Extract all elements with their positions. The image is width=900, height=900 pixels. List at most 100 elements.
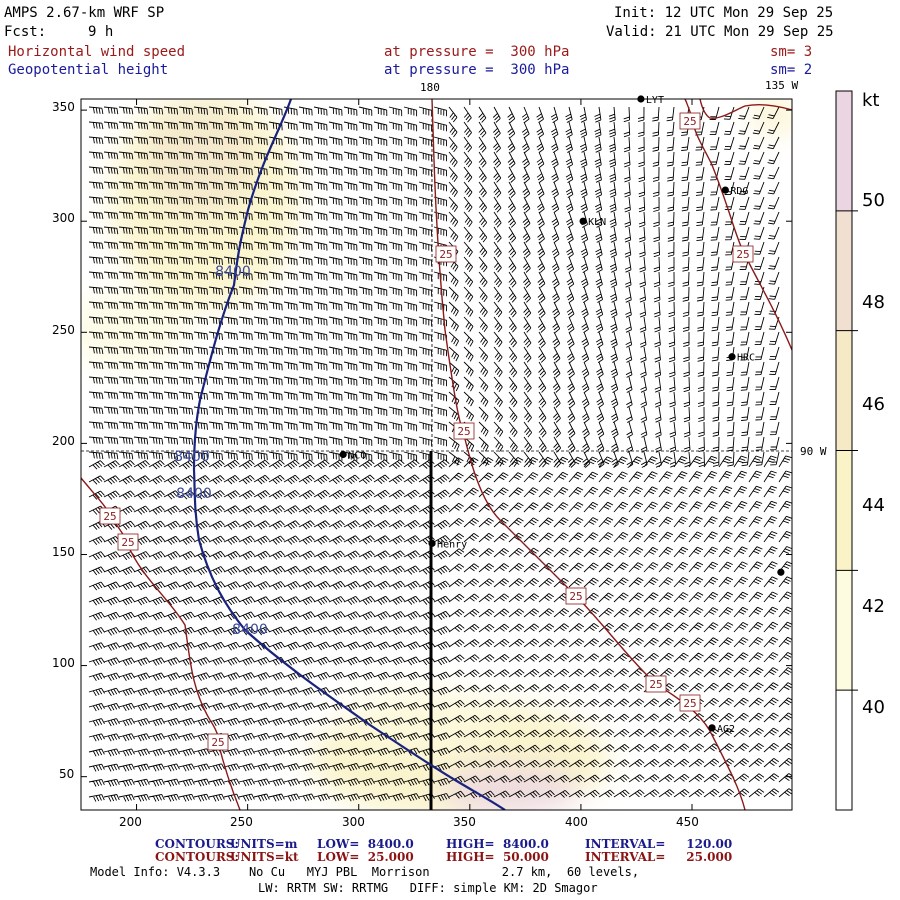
height-contour-label: 8400 — [232, 622, 268, 638]
colorbar-tick-40: 40 — [862, 697, 885, 718]
wind-contour-label-box — [679, 694, 701, 712]
forecast-value: 9 h — [88, 24, 114, 40]
y-tick-250: 250 — [52, 323, 75, 337]
contours2-interval: INTERVAL= 25.000 — [585, 850, 733, 864]
contours2-high: HIGH= 50.000 — [446, 850, 549, 864]
height-contour-8400 — [192, 99, 506, 810]
contours1-low: LOW= 8400.0 — [317, 837, 414, 851]
station-label: AG2 — [717, 724, 735, 735]
wind-contour-label-box — [679, 112, 701, 130]
wind-contour-label-box — [99, 507, 121, 525]
colorbar-segment — [836, 570, 852, 691]
x-tick-400: 400 — [565, 815, 588, 829]
wind-contour-label-box — [117, 533, 139, 551]
station-label: RDG — [730, 186, 748, 197]
x-tick-300: 300 — [342, 815, 365, 829]
field1-name: Horizontal wind speed — [8, 44, 186, 60]
station-label: Henry — [437, 539, 467, 550]
wind-contour-label: 25 — [457, 425, 470, 438]
colorbar — [835, 90, 858, 811]
colorbar-segment — [836, 690, 852, 810]
field1-smoothing: sm= 3 — [770, 44, 813, 60]
station-markers: LYT RDG KLN HRC NCO Henry AG2 — [339, 95, 785, 735]
station-dot — [777, 568, 785, 576]
wind-contour-label: 25 — [649, 678, 662, 691]
y-tick-300: 300 — [52, 211, 75, 225]
contours2-low: LOW= 25.000 — [317, 850, 414, 864]
wind-contour-label-box — [565, 587, 587, 605]
contours2-label: CONTOURS: — [155, 850, 239, 864]
contours1-units: UNITS=m — [230, 837, 298, 851]
y-tick-50: 50 — [59, 767, 75, 781]
init-time: Init: 12 UTC Mon 29 Sep 25 — [614, 5, 834, 21]
colorbar-segment — [836, 450, 852, 571]
height-contour-label: 8400 — [215, 264, 251, 280]
wind-contour-main — [431, 99, 746, 810]
wind-barbs — [88, 106, 792, 802]
colorbar-segment — [836, 91, 852, 211]
colorbar-units: kt — [862, 90, 880, 111]
y-tick-200: 200 — [52, 434, 75, 448]
station-dot — [637, 95, 645, 103]
wind-speed-shading — [81, 99, 792, 810]
station-dot — [428, 539, 436, 547]
colorbar-tick-46: 46 — [862, 394, 885, 415]
colorbar-tick-42: 42 — [862, 596, 885, 617]
wind-contour-label: 25 — [569, 590, 582, 603]
station-label: NCO — [348, 451, 366, 462]
station-dot — [708, 724, 716, 732]
plot-frame — [80, 98, 793, 811]
contours2-units: UNITS=kt — [230, 850, 299, 864]
colorbar-segment — [836, 210, 852, 331]
contour-labels: 8400 8400 8400 8400 25 25 25 25 25 25 25 25 25 25 — [99, 112, 754, 751]
wind-contour-label-box — [435, 245, 457, 263]
contours1-interval: INTERVAL= 120.00 — [585, 837, 733, 851]
station-label: LYT — [646, 95, 664, 106]
field1-level: at pressure = 300 hPa — [384, 44, 570, 60]
colorbar-segment — [836, 330, 852, 451]
wind-contour-label: 25 — [683, 115, 696, 128]
wind-contour-label-box — [732, 245, 754, 263]
model-physics: LW: RRTM SW: RRTMG DIFF: simple KM: 2D S… — [258, 881, 598, 895]
field2-level: at pressure = 300 hPa — [384, 62, 570, 78]
wind-barb-field — [88, 106, 792, 802]
height-contour-label: 8400 — [174, 449, 210, 465]
colorbar-tick-48: 48 — [862, 292, 885, 313]
contours1-high: HIGH= 8400.0 — [446, 837, 549, 851]
field2-name: Geopotential height — [8, 62, 169, 78]
field2-smoothing: sm= 2 — [770, 62, 813, 78]
axis-ticks — [81, 99, 792, 810]
wind-contour-label: 25 — [736, 248, 749, 261]
x-tick-350: 350 — [453, 815, 476, 829]
wind-contour-label: 25 — [683, 697, 696, 710]
forecast-label: Fcst: — [4, 24, 47, 40]
colorbar-tick-44: 44 — [862, 495, 885, 516]
wind-contour-label-box — [453, 422, 475, 440]
wind-contour-label: 25 — [439, 248, 452, 261]
model-title: AMPS 2.67-km WRF SP — [4, 5, 165, 21]
wind-contour-label-box — [207, 733, 229, 751]
wind-contour-label: 25 — [211, 736, 224, 749]
contours1-label: CONTOURS: — [155, 837, 239, 851]
station-label: KLN — [588, 217, 606, 228]
wind-contour-northeast-small — [699, 99, 792, 119]
y-tick-350: 350 — [52, 100, 75, 114]
wind-contour-label: 25 — [121, 536, 134, 549]
x-tick-450: 450 — [676, 815, 699, 829]
meridian-180-label: 180 — [420, 81, 440, 94]
station-dot — [721, 186, 729, 194]
valid-time: Valid: 21 UTC Mon 29 Sep 25 — [606, 24, 834, 40]
y-tick-150: 150 — [52, 545, 75, 559]
station-label: HRC — [737, 353, 755, 364]
x-tick-250: 250 — [230, 815, 253, 829]
meridian-135w-label: 135 W — [765, 79, 799, 92]
colorbar-tick-50: 50 — [862, 190, 885, 211]
station-dot — [339, 450, 347, 459]
meridian-90w-label: 90 W — [800, 445, 827, 458]
y-tick-100: 100 — [52, 656, 75, 670]
wind-contour-label-box — [645, 675, 667, 693]
station-dot — [579, 217, 587, 225]
station-dot — [728, 353, 736, 361]
